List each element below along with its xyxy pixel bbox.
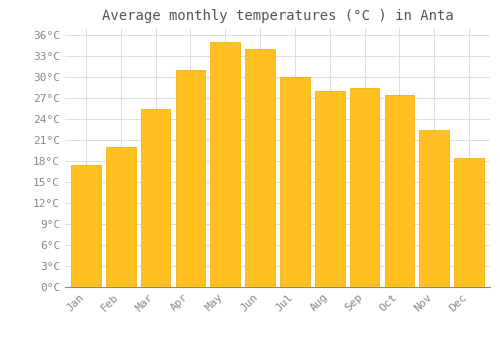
Bar (350, 88, 380, 287)
Bar (280, 77, 310, 287)
Bar (384, 94, 414, 287)
Bar (176, 70, 205, 287)
Bar (210, 42, 240, 287)
Bar (106, 147, 136, 287)
Bar (420, 130, 449, 287)
Bar (141, 108, 171, 287)
Bar (246, 49, 275, 287)
Bar (315, 91, 344, 287)
Title: Average monthly temperatures (°C ) in Anta: Average monthly temperatures (°C ) in An… (102, 9, 454, 23)
Bar (71, 164, 101, 287)
Bar (454, 158, 484, 287)
